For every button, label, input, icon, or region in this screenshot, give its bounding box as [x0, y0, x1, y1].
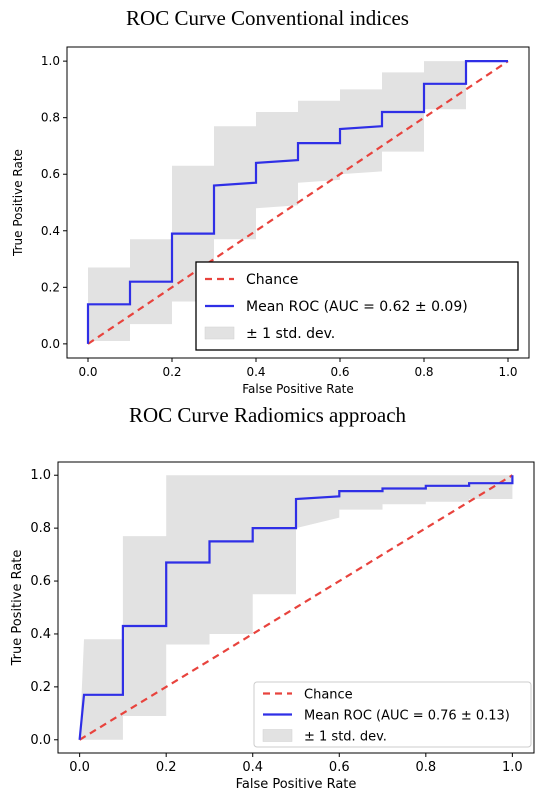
legend-band-swatch: [204, 326, 235, 340]
y-tick-label: 0.6: [41, 167, 60, 181]
x-tick-label: 0.2: [162, 365, 181, 379]
y-tick-label: 0.0: [41, 337, 60, 351]
plot-frame: [57, 461, 535, 754]
chart-title-1: ROC Curve Conventional indices: [126, 6, 409, 30]
roc-chart-conventional: 0.0 0.2 0.4 0.6 0.8 1.0 0.0 0.2 0.4 0.6 0.8 1.0 Fals…: [11, 46, 530, 396]
x-tick-label: 0.8: [414, 365, 433, 379]
y-tick-label: 0.2: [30, 680, 51, 695]
y-tick-label: 0.8: [41, 111, 60, 125]
y-axis-label: True Positive Rate: [10, 550, 25, 667]
x-axis-label: False Positive Rate: [242, 382, 354, 396]
legend-box: [195, 261, 519, 351]
std-dev-band: [79, 475, 513, 740]
legend-mean-label: Mean ROC (AUC = 0.62 ± 0.09): [246, 299, 468, 315]
x-tick-label: 0.0: [69, 760, 90, 775]
y-tick-label: 0.4: [41, 224, 60, 238]
chart-title-2: ROC Curve Radiomics approach: [128, 403, 407, 427]
chance-line: [87, 60, 509, 345]
y-tick-label: 0.2: [41, 280, 60, 294]
y-tick-label: 0.6: [30, 574, 51, 589]
x-axis-label: False Positive Rate: [236, 777, 357, 792]
legend-chance-label: Chance: [304, 688, 353, 703]
mean-roc-line: [86, 60, 508, 344]
legend-band-swatch: [262, 729, 293, 742]
legend-band-label: ± 1 std. dev.: [304, 730, 387, 745]
y-tick-label: 0.8: [30, 521, 51, 536]
x-tick-label: 0.4: [246, 365, 265, 379]
x-tick-label: 0.6: [329, 760, 350, 775]
y-tick-label: 1.0: [30, 468, 51, 483]
legend-chance-label: Chance: [246, 272, 298, 288]
x-tick-label: 1.0: [498, 365, 517, 379]
x-tick-label: 0.4: [242, 760, 263, 775]
roc-chart-radiomics: 0.0 0.2 0.4 0.6 0.8 1.0 0.0 0.2 0.4 0.6 0.8 1.0 Fals…: [10, 461, 535, 792]
x-tick-label: 0.0: [78, 365, 97, 379]
x-tick-label: 0.6: [330, 365, 349, 379]
legend-mean-label: Mean ROC (AUC = 0.76 ± 0.13): [304, 709, 510, 724]
x-tick-label: 0.2: [156, 760, 177, 775]
x-tick-label: 1.0: [502, 760, 523, 775]
y-tick-label: 0.4: [30, 627, 51, 642]
plot-frame: [66, 46, 530, 359]
mean-roc-line: [78, 475, 514, 740]
chance-line: [79, 474, 513, 741]
y-tick-label: 0.0: [30, 733, 51, 748]
y-tick-label: 1.0: [41, 54, 60, 68]
legend-box: [253, 681, 532, 748]
y-axis-label: True Positive Rate: [11, 149, 25, 257]
x-tick-label: 0.8: [415, 760, 436, 775]
legend-band-label: ± 1 std. dev.: [246, 326, 335, 342]
